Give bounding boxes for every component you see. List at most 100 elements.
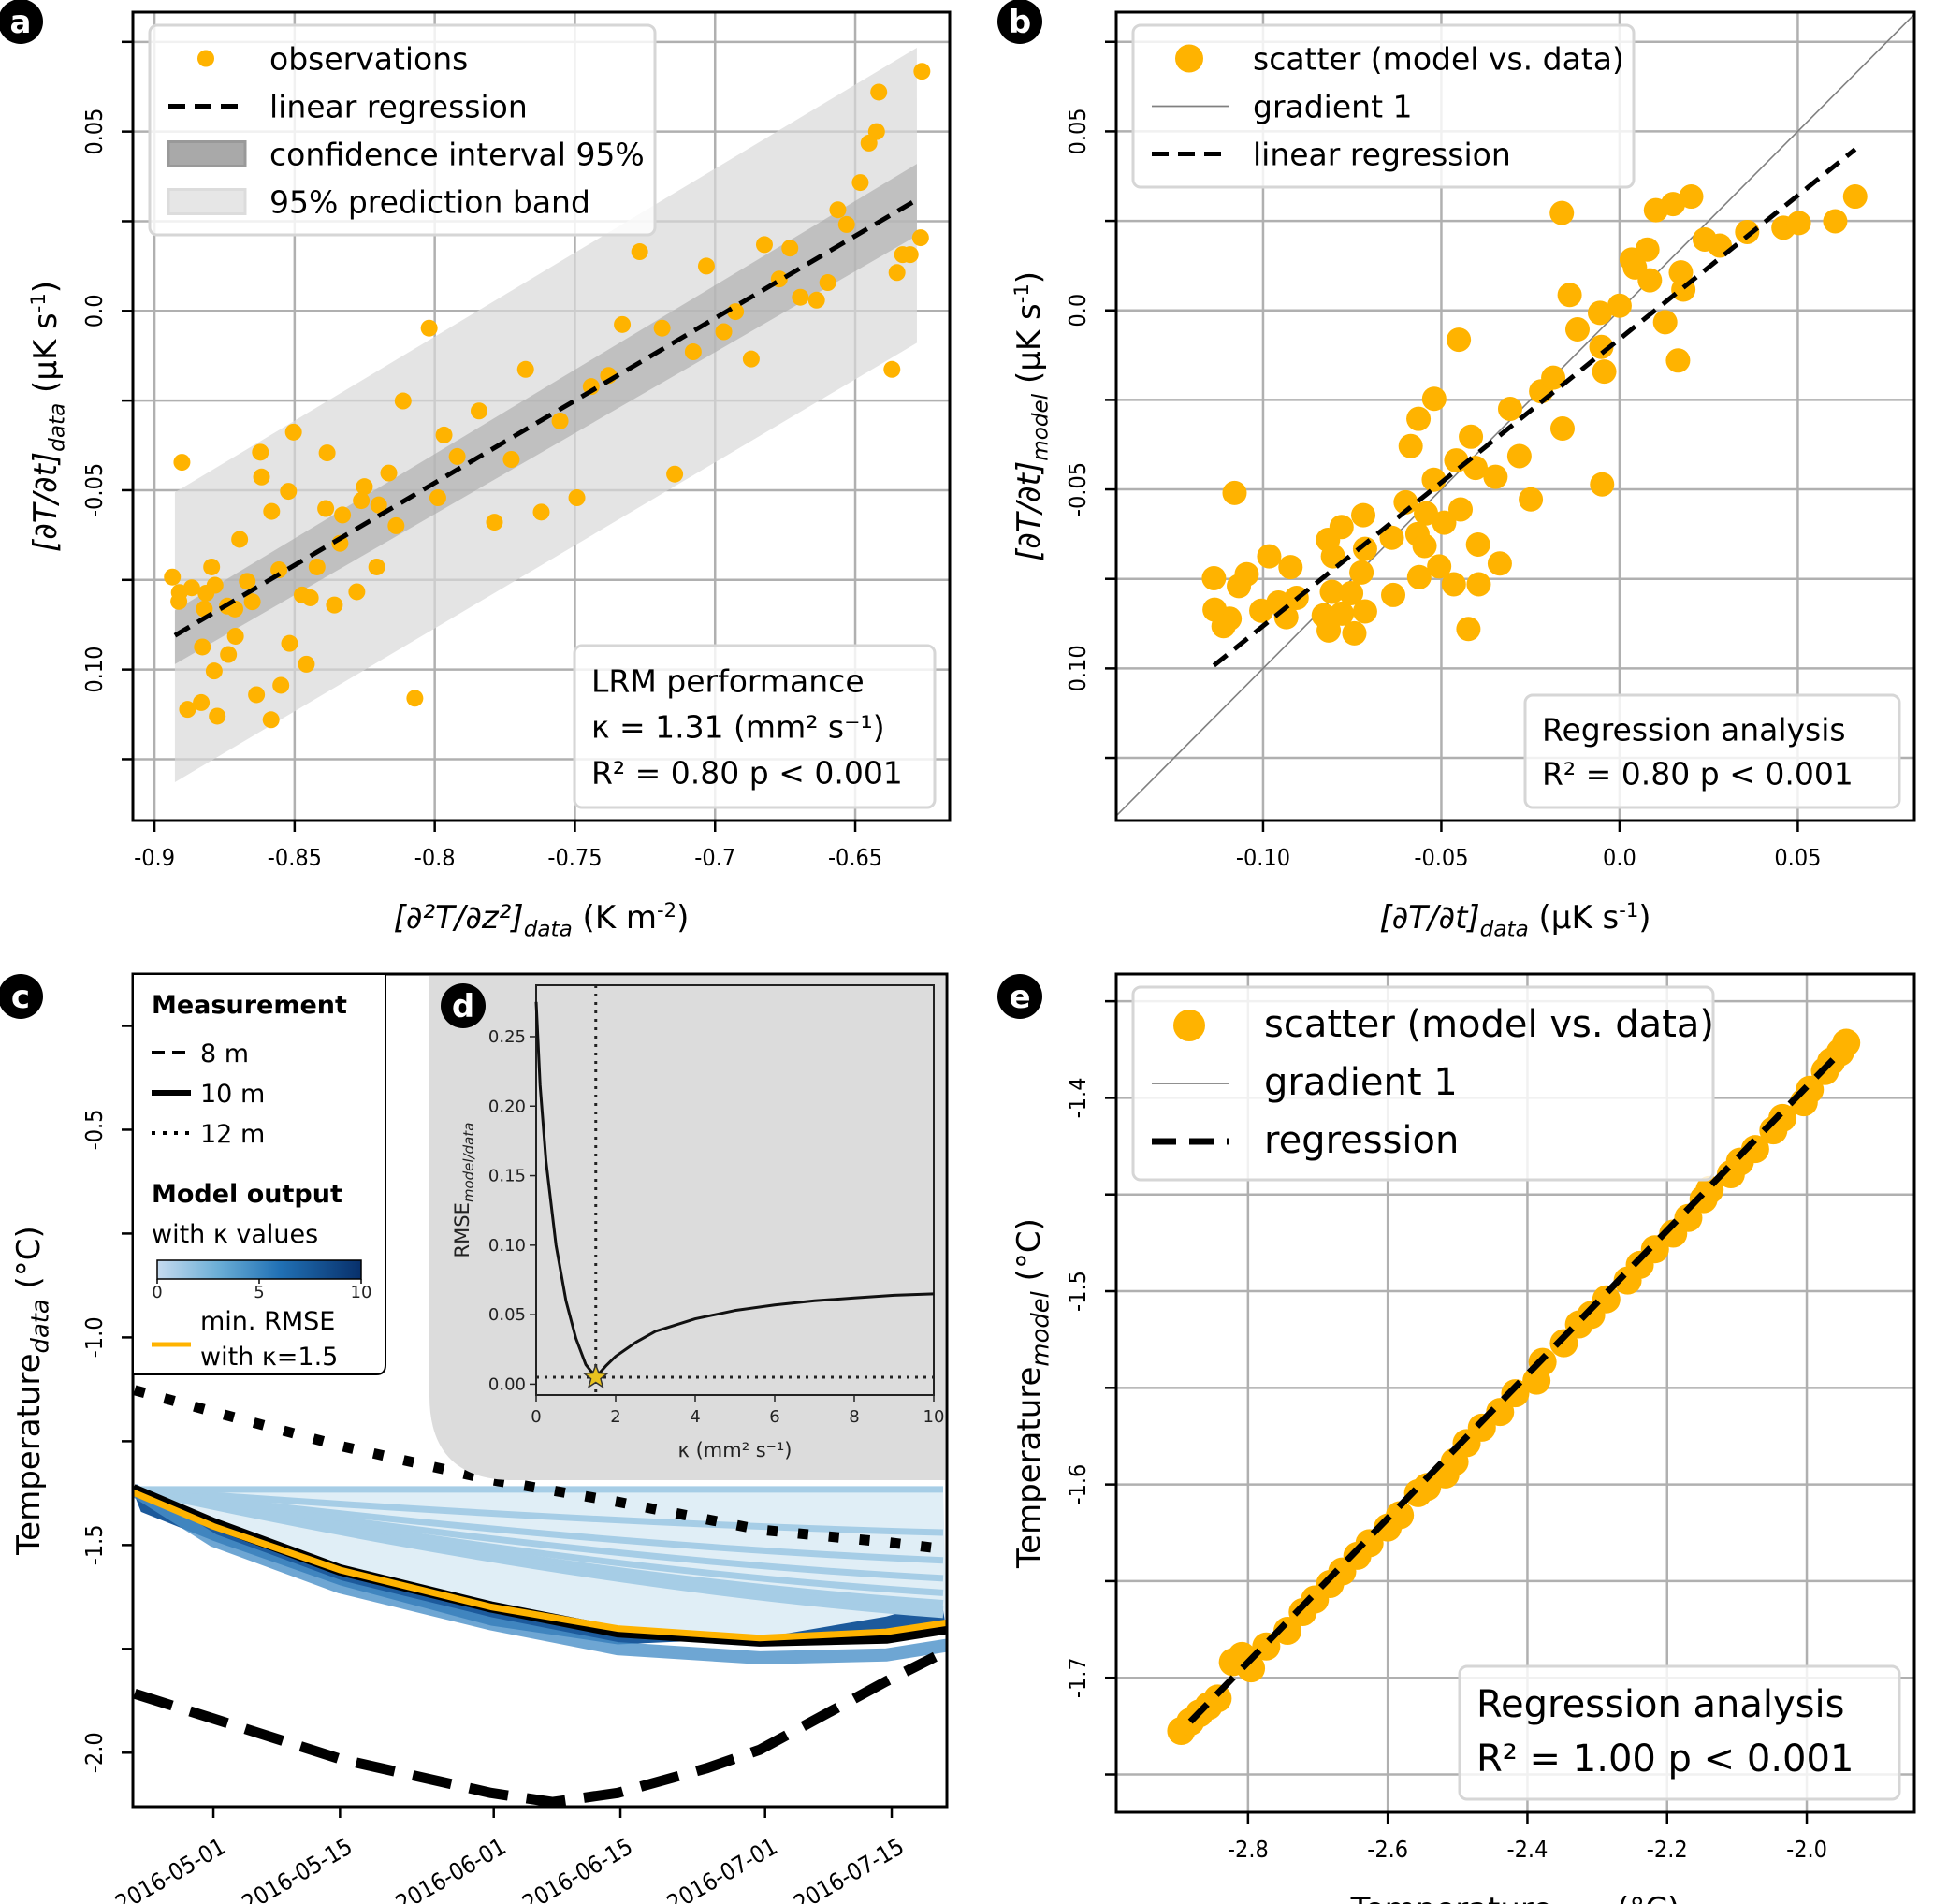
data-point [1637,268,1663,293]
data-point [243,593,261,611]
data-point [1665,348,1691,373]
data-point [1549,200,1575,225]
data-point [253,468,270,486]
x-tick-label: -2.2 [1647,1836,1688,1863]
data-point [1768,1103,1797,1132]
plot-area [133,1385,947,1807]
data-point [435,426,453,443]
x-tick-label: -0.85 [268,844,322,871]
legend-label: regression [1264,1119,1459,1162]
data-point [348,583,366,601]
data-point [1652,310,1678,335]
inset-y-tick-label: 0.20 [488,1097,526,1116]
data-point [1257,544,1282,569]
data-point [280,483,298,501]
data-point [1501,1379,1530,1408]
data-point [1355,1529,1384,1558]
data-point [1590,472,1615,497]
y-axis-title-part: (μK s [27,312,65,403]
y-tick-label: -1.5 [80,1524,108,1565]
data-point [1352,599,1377,624]
x-tick-label: 2016-06-01 [391,1833,511,1904]
data-point [666,465,684,483]
x-tick-label: -0.65 [828,844,882,871]
legend-label: 10 m [200,1080,265,1109]
data-point [387,516,405,534]
legend-box [1131,23,1636,189]
data-point [272,676,290,694]
data-point [231,531,249,548]
regression-line [1212,147,1857,668]
x-axis-title: [∂²T/∂z²]data (K m-2) [394,898,690,941]
y-axis-title-part: data [27,1299,55,1353]
panel-badge-circle [997,0,1042,44]
y-tick-label: 0.05 [1064,108,1091,154]
data-point [326,596,343,614]
y-axis-title-part: [∂T/∂t] [27,452,65,552]
panel-badge-letter: d [452,988,474,1025]
data-point [1592,359,1617,385]
legend-marker-observations [197,50,214,67]
data-point [179,701,196,719]
data-point [697,257,715,275]
data-point [1432,510,1457,535]
panel-e: -2.8 -2.6 -2.4 -2.2 -2.0 -1.4 -1.5 -1.6 -1.7 Temp… [997,972,1916,1904]
model-fan-line [133,1486,944,1619]
data-point [883,360,901,378]
data-point [1393,489,1418,515]
data-point [1421,386,1447,412]
data-point [193,693,211,711]
y-tick-label: -1.0 [80,1316,108,1358]
panel-a: -0.9 -0.85 -0.8 -0.75 -0.7 -0.65 0.05 0.0 -0.05 0… [0,0,952,942]
x-axis-title-part: (°C) [1607,1891,1680,1904]
data-point [370,496,387,514]
data-point [1486,1398,1515,1427]
series-line-orange [133,1489,947,1642]
y-axis-title-part: Temperature [1011,1367,1048,1569]
panel-badge-letter: a [10,4,32,41]
x-axis-title-part: ) [1638,899,1650,937]
inset-x-axis-title: κ (mm² s⁻¹) [678,1439,793,1461]
x-axis-title-part: Temperature [1350,1891,1552,1904]
data-point [1832,1028,1861,1057]
data-point [1273,1617,1302,1646]
legend-label: linear regression [269,89,528,125]
data-point [252,443,269,461]
data-point [164,568,182,586]
data-point [1414,501,1439,526]
data-point [262,711,280,729]
data-point [203,558,221,575]
data-point [1592,1285,1621,1314]
x-tick-label: -2.8 [1228,1836,1269,1863]
stats-line: R² = 0.80 p < 0.001 [1542,756,1854,792]
x-axis-title-part: ) [676,899,689,937]
series-line-dashed [133,1651,938,1807]
data-point [182,579,200,597]
data-point [1459,424,1484,449]
x-tick-label: 2016-05-15 [238,1833,357,1904]
data-point [792,288,809,306]
x-tick-label: -0.9 [134,844,175,871]
data-point [1564,317,1590,342]
y-tick-label: -1.5 [1064,1271,1091,1312]
panel-badge: a [0,0,43,44]
stats-line: LRM performance [591,663,865,700]
colorbar [156,1259,362,1280]
legend-marker-scatter [1175,44,1203,73]
data-point [248,686,266,704]
panel-badge-circle [0,0,43,44]
data-point [226,627,244,645]
data-point [263,502,281,520]
data-point [1487,551,1512,576]
y-tick-label: -1.6 [1064,1464,1091,1505]
data-point [1278,555,1303,580]
legend-label-min-rmse: min. RMSE [200,1307,335,1336]
x-tick-label: -0.05 [1414,844,1468,871]
data-point [1640,1235,1669,1264]
inset-x-tick-label: 6 [769,1407,779,1427]
x-tick-label: -2.4 [1507,1836,1549,1863]
data-point [1227,574,1252,599]
inset-y-axis-title-sub: model/data [460,1123,477,1203]
data-point [239,573,256,590]
stats-textbox: LRM performance κ = 1.31 (mm² s⁻¹) R² = 0.… [573,644,937,809]
